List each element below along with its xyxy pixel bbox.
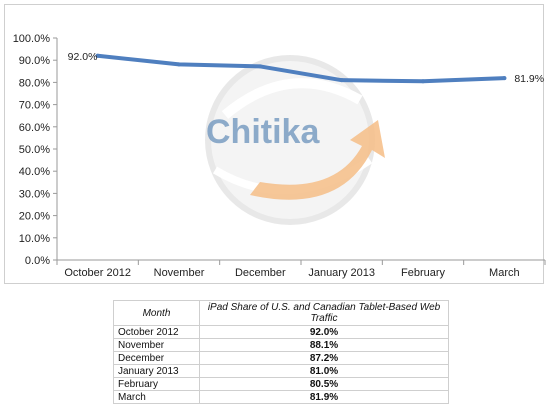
series-point — [421, 79, 425, 84]
watermark-globe-band — [221, 78, 363, 119]
table-cell-month: February — [113, 377, 200, 391]
y-tick-label: 10.0% — [19, 233, 50, 245]
table-cell-month: December — [113, 351, 200, 365]
y-tick-label: 20.0% — [19, 211, 50, 223]
x-tick-label: October 2012 — [64, 267, 131, 279]
y-tick-label: 40.0% — [19, 166, 50, 178]
y-tick-label: 70.0% — [19, 100, 50, 112]
y-tick-label: 30.0% — [19, 188, 50, 200]
chitika-watermark: Chitika — [205, 55, 385, 225]
table-cell-month: January 2013 — [113, 364, 200, 378]
table-cell-value: 87.2% — [199, 351, 449, 365]
y-tick-label: 50.0% — [19, 144, 50, 156]
x-tick-label: January 2013 — [308, 267, 375, 279]
table-cell-month: March — [113, 390, 200, 404]
series-point — [258, 64, 263, 69]
table-header-month: Month — [113, 300, 200, 326]
table-cell-month: October 2012 — [113, 325, 200, 339]
series-point — [95, 53, 100, 58]
data-table: Month iPad Share of U.S. and Canadian Ta… — [113, 300, 449, 404]
x-tick-label: November — [154, 267, 205, 279]
table-cell-value: 92.0% — [199, 325, 449, 339]
table-cell-value: 88.1% — [199, 338, 449, 352]
series-point — [177, 62, 181, 67]
series-point — [502, 76, 507, 81]
x-tick-label: December — [235, 267, 286, 279]
table-row: November 88.1% — [113, 338, 449, 352]
data-label: 81.9% — [514, 73, 544, 85]
table-header-row: Month iPad Share of U.S. and Canadian Ta… — [113, 300, 449, 326]
series-point — [339, 78, 344, 83]
table-cell-value: 81.9% — [199, 390, 449, 404]
table-row: February 80.5% — [113, 377, 449, 391]
series-line — [95, 53, 507, 84]
x-tick-label: March — [489, 267, 520, 279]
watermark-arrow — [250, 120, 385, 200]
table-row: October 2012 92.0% — [113, 325, 449, 339]
data-label: 92.0% — [68, 51, 98, 63]
y-tick-label: 90.0% — [19, 55, 50, 67]
y-tick-label: 0.0% — [25, 255, 50, 267]
line-chart: Chitika 0.0% 10.0% 20.0% 30.0% 40.0% 50.0% 60.0… — [13, 33, 546, 279]
watermark-logo-text: Chitika — [206, 113, 320, 151]
table-header-value: iPad Share of U.S. and Canadian Tablet-B… — [199, 300, 449, 326]
table-cell-value: 80.5% — [199, 377, 449, 391]
table-row: March 81.9% — [113, 390, 449, 404]
x-tick-label: February — [401, 267, 446, 279]
table-row: January 2013 81.0% — [113, 364, 449, 378]
y-tick-label: 60.0% — [19, 122, 50, 134]
y-tick-label: 80.0% — [19, 77, 50, 89]
table-cell-value: 81.0% — [199, 364, 449, 378]
table-cell-month: November — [113, 338, 200, 352]
y-tick-label: 100.0% — [13, 33, 51, 45]
table-row: December 87.2% — [113, 351, 449, 365]
